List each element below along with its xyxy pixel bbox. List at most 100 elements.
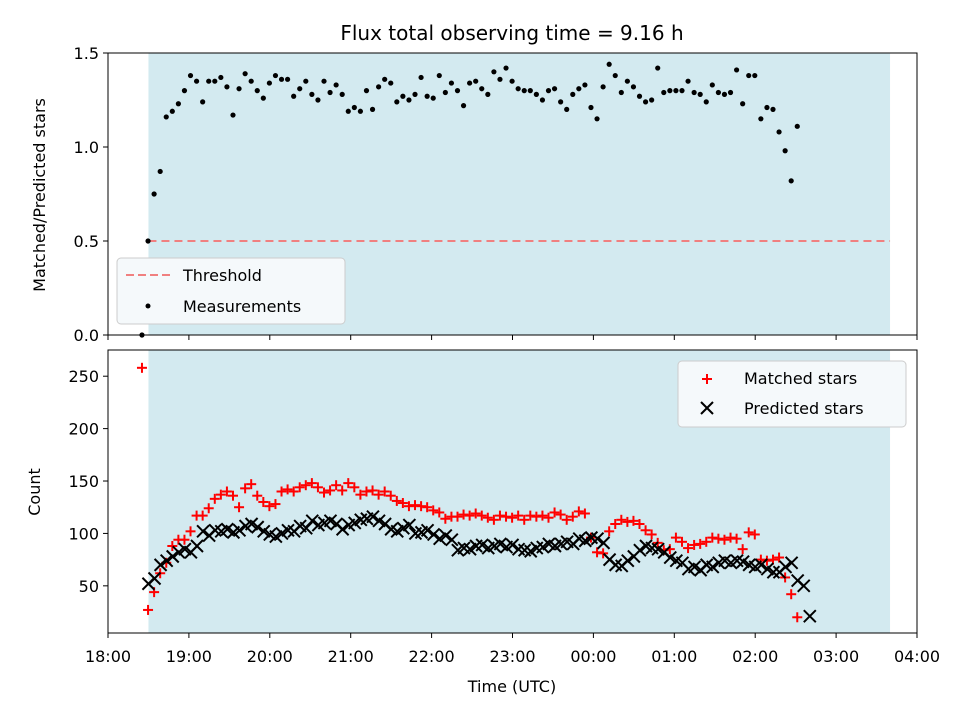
measurement-point: [479, 86, 485, 92]
measurement-point: [327, 89, 333, 96]
matched-star-point: [434, 507, 445, 518]
matched-star-point: [622, 516, 633, 527]
measurement-point: [558, 99, 564, 105]
matched-star-point: [288, 486, 299, 497]
x-tick-label: 04:00: [894, 647, 940, 666]
predicted-stars-points: [141, 509, 817, 623]
bottom-y-axis: 50 100 150 200 250: [68, 367, 108, 596]
predicted-star-point: [706, 560, 720, 574]
matched-star-point: [240, 483, 251, 494]
measurement-point: [551, 86, 558, 92]
top-y-tick-label: 1.0: [74, 138, 99, 157]
matched-star-point: [749, 529, 760, 540]
predicted-star-point: [250, 520, 265, 534]
measurement-point: [357, 108, 364, 114]
matched-star-point: [616, 514, 627, 525]
bottom-legend-box: [677, 360, 907, 428]
measurement-point: [376, 84, 382, 90]
matched-star-point: [719, 534, 730, 545]
measurement-point: [230, 112, 236, 118]
measurement-point: [661, 89, 667, 96]
matched-star-point: [294, 482, 305, 493]
measurement-point: [448, 80, 455, 86]
matched-star-point: [343, 478, 354, 489]
matched-star-point: [713, 533, 724, 544]
matched-star-point: [355, 489, 366, 500]
predicted-star-point: [402, 518, 417, 532]
measurement-point: [254, 88, 260, 94]
predicted-star-point: [439, 528, 453, 543]
predicted-star-point: [153, 558, 168, 572]
measurement-point: [424, 93, 430, 99]
measurement-point: [163, 114, 169, 120]
matched-star-point: [670, 532, 681, 543]
x-tick-label: 20:00: [247, 647, 293, 666]
predicted-star-point: [232, 523, 247, 537]
predicted-star-point: [420, 523, 435, 537]
measurement-point: [454, 88, 461, 94]
x-tick-label: 02:00: [732, 647, 778, 666]
legend-measurements-swatch: [145, 303, 151, 309]
matched-star-point: [179, 534, 190, 545]
matched-star-point: [258, 496, 269, 507]
bottom-x-axis: 18:00 19:00 20:00 21:00 22:00 23:00 00:00 01:00…: [85, 633, 940, 666]
measurement-point: [430, 95, 436, 101]
matched-star-point: [604, 526, 615, 537]
matched-star-point: [525, 510, 536, 521]
measurement-point: [272, 72, 279, 79]
matched-star-point: [264, 501, 275, 512]
matched-star-point: [598, 548, 609, 559]
matched-star-point: [215, 489, 226, 500]
measurement-point: [691, 89, 697, 96]
measurement-point: [333, 82, 339, 88]
measurement-point: [212, 78, 218, 84]
predicted-star-point: [754, 558, 768, 572]
measurement-point: [278, 76, 285, 82]
matched-star-point: [531, 511, 542, 522]
matched-star-point: [349, 482, 360, 493]
bottom-y-tick-label: 200: [68, 420, 99, 439]
measurement-point: [467, 80, 473, 86]
predicted-star-point: [784, 556, 799, 570]
matched-star-point: [300, 480, 311, 491]
measurement-point: [776, 129, 782, 135]
matched-star-point: [494, 510, 505, 521]
measurement-point: [667, 88, 673, 94]
measurement-point: [539, 97, 546, 103]
measurement-point: [782, 148, 788, 154]
measurement-point: [740, 101, 746, 107]
measurement-point: [624, 78, 630, 84]
matched-star-point: [252, 490, 263, 501]
measurement-point: [266, 80, 272, 86]
measurement-point: [315, 97, 321, 103]
matched-star-point: [707, 532, 718, 543]
measurement-point: [200, 99, 206, 105]
matched-star-point: [579, 508, 590, 519]
bottom-y-tick-label: 100: [68, 524, 99, 543]
measurement-point: [303, 78, 309, 84]
measurement-point: [339, 91, 345, 97]
bottom-y-tick-label: 50: [79, 577, 99, 596]
measurement-point: [151, 191, 157, 197]
measurement-point: [363, 88, 370, 94]
x-tick-label: 03:00: [813, 647, 859, 666]
matched-star-point: [282, 484, 293, 495]
measurement-point: [509, 78, 515, 84]
top-x-axis: [107, 335, 918, 340]
matched-star-point: [270, 499, 281, 510]
matched-star-point: [774, 552, 785, 563]
matched-star-point: [337, 485, 348, 496]
measurement-point: [485, 91, 491, 97]
measurement-point: [351, 104, 357, 111]
measurement-point: [770, 106, 776, 112]
x-tick-label: 18:00: [85, 647, 131, 666]
matched-star-point: [234, 502, 245, 513]
matched-star-point: [610, 518, 621, 529]
top-y-tick-label: 1.5: [74, 44, 99, 63]
x-tick-label: 19:00: [166, 647, 212, 666]
top-legend-box: [116, 257, 346, 325]
measurement-point: [187, 72, 194, 79]
top-panel-frame: [107, 52, 918, 336]
top-y-tick-label: 0.0: [74, 326, 99, 345]
